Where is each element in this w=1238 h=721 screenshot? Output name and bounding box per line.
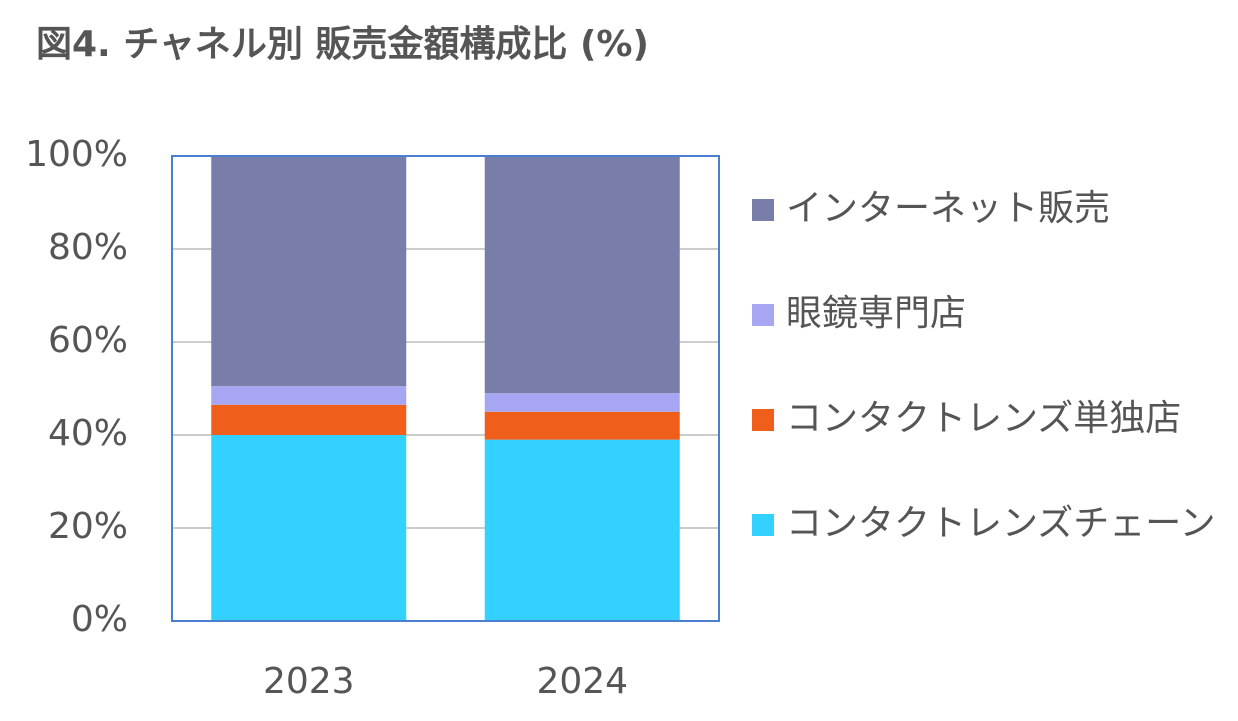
- bar-segment: [484, 393, 680, 412]
- bar-segment: [211, 156, 407, 387]
- bar-segment: [484, 411, 680, 440]
- y-tick-label: 80%: [48, 227, 128, 268]
- y-tick-label: 0%: [71, 599, 128, 640]
- x-tick-label: 2023: [263, 661, 355, 702]
- legend-swatch: [752, 409, 774, 431]
- bar-segment: [211, 435, 407, 621]
- legend-swatch: [752, 199, 774, 221]
- y-tick-label: 20%: [48, 506, 128, 547]
- legend-swatch: [752, 304, 774, 326]
- chart-title: 図4. チャネル別 販売金額構成比 (%): [36, 23, 649, 65]
- bar-segment: [484, 156, 680, 394]
- bar-segment: [484, 439, 680, 621]
- legend-label: コンタクトレンズチェーン: [786, 503, 1215, 544]
- legend-label: 眼鏡専門店: [786, 293, 966, 334]
- y-tick-label: 60%: [48, 320, 128, 361]
- bar-segment: [211, 386, 407, 405]
- legend-label: インターネット販売: [786, 188, 1110, 229]
- y-tick-label: 100%: [25, 134, 128, 175]
- x-tick-label: 2024: [536, 661, 628, 702]
- legend-swatch: [752, 514, 774, 536]
- plot-border: [171, 155, 720, 622]
- y-tick-label: 40%: [48, 413, 128, 454]
- legend-label: コンタクトレンズ単独店: [786, 398, 1181, 439]
- bar-segment: [211, 404, 407, 435]
